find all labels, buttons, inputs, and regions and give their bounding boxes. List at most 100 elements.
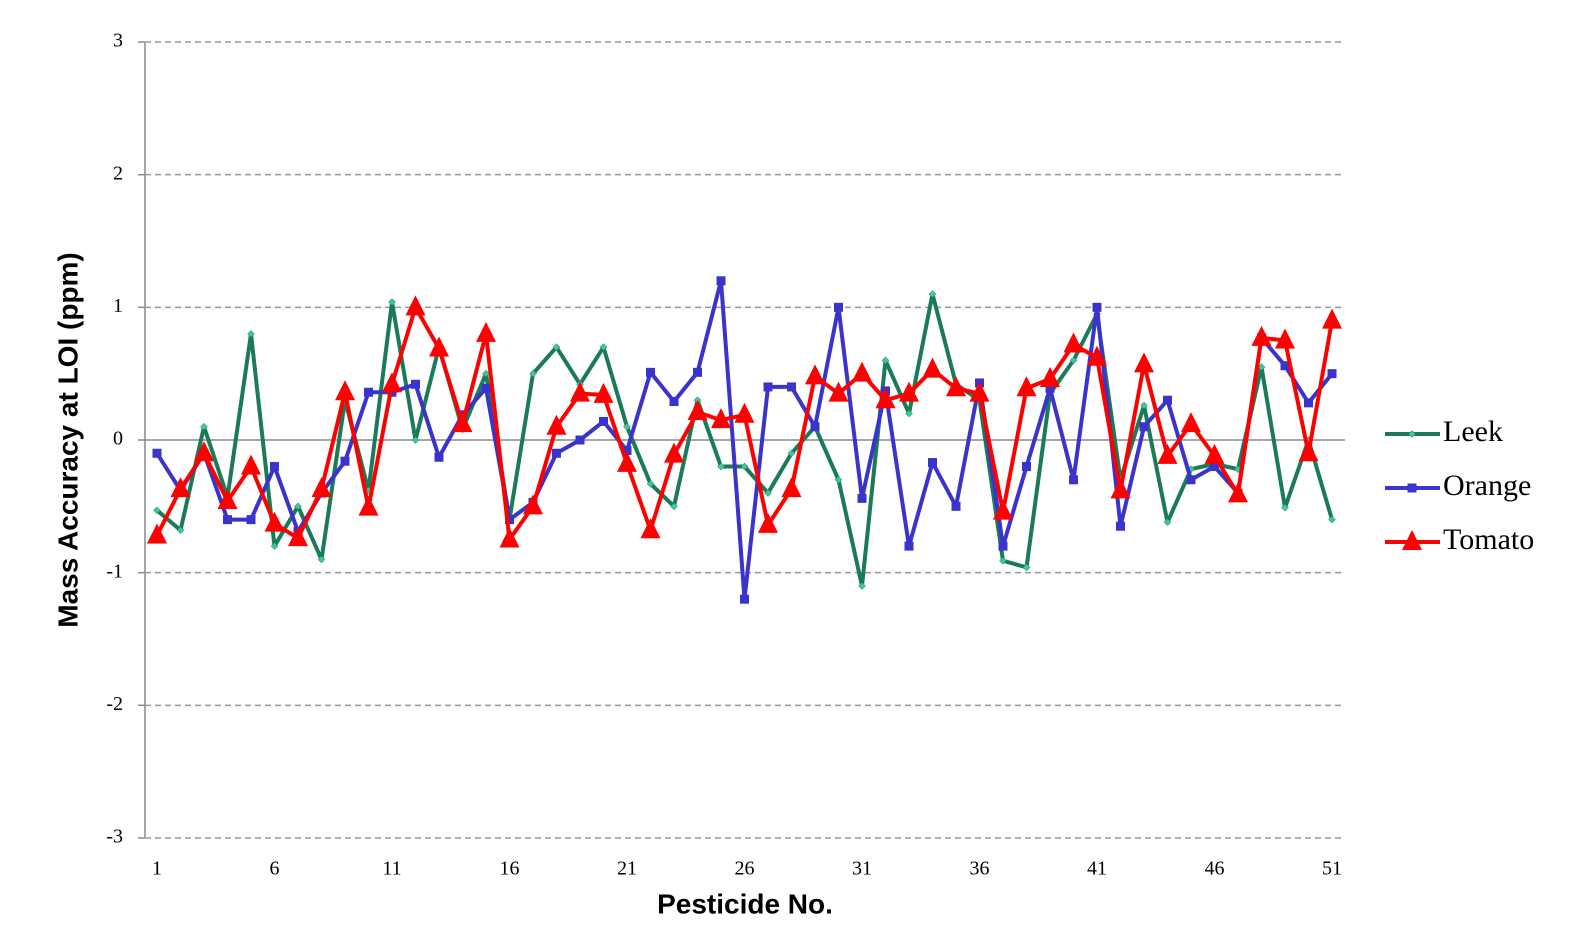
data-point (951, 501, 961, 511)
data-point (452, 412, 473, 433)
data-point (241, 454, 261, 475)
data-point (904, 541, 914, 551)
data-point (288, 526, 308, 547)
x-tick-label: 1 (152, 858, 162, 880)
data-point (546, 414, 567, 435)
x-tick-label: 6 (270, 858, 280, 880)
data-point (664, 442, 684, 463)
data-point (805, 364, 825, 385)
data-point (1163, 518, 1172, 527)
data-point (270, 542, 279, 550)
data-point (763, 382, 773, 392)
x-tick-label: 46 (1205, 858, 1225, 880)
data-point (411, 436, 420, 444)
data-point (270, 462, 279, 472)
data-point (740, 594, 749, 604)
data-point (170, 477, 191, 498)
data-point (858, 582, 866, 590)
data-point (687, 400, 708, 421)
data-point (834, 302, 843, 312)
data-point (740, 462, 749, 471)
data-point (758, 512, 778, 533)
x-tick-label: 16 (500, 858, 520, 880)
data-point (1280, 361, 1290, 371)
legend-label: Tomato (1443, 523, 1534, 556)
data-point (317, 555, 326, 564)
data-point (523, 494, 543, 515)
data-point (570, 381, 590, 402)
data-point (411, 379, 420, 389)
data-point (599, 343, 608, 351)
data-point (1016, 376, 1037, 397)
data-point (875, 388, 896, 409)
data-point (928, 458, 937, 468)
data-point (852, 361, 872, 382)
data-point (946, 376, 966, 397)
data-point (147, 523, 167, 544)
data-point (200, 422, 208, 431)
data-point (340, 456, 350, 466)
data-point (905, 409, 913, 418)
x-tick-label: 26 (735, 858, 755, 880)
legend-marker (1407, 483, 1417, 493)
data-point (1069, 356, 1078, 365)
data-point (1092, 302, 1102, 312)
data-point (734, 402, 755, 423)
data-point (1328, 515, 1336, 524)
data-point (1116, 521, 1125, 531)
x-tick-label: 31 (852, 858, 872, 880)
data-point (1110, 478, 1131, 499)
data-point (217, 489, 238, 510)
data-point (1022, 563, 1031, 572)
data-point (194, 441, 214, 462)
data-point (646, 367, 655, 377)
data-point (1275, 328, 1295, 349)
data-point (311, 477, 332, 498)
data-point (335, 380, 355, 401)
data-point (787, 449, 796, 458)
data-point (246, 515, 256, 525)
data-point (552, 343, 561, 351)
data-point (382, 372, 402, 393)
data-point (834, 475, 843, 484)
y-tick-label: -3 (106, 826, 123, 848)
data-point (223, 515, 232, 525)
data-point (599, 416, 608, 426)
data-point (998, 541, 1008, 551)
data-point (264, 511, 285, 532)
legend-label: Leek (1443, 415, 1503, 448)
data-point (828, 381, 849, 402)
data-point (928, 290, 937, 298)
x-tick-label: 36 (970, 858, 990, 880)
data-point (646, 479, 655, 488)
data-point (617, 451, 637, 472)
y-tick-label: -2 (106, 693, 123, 715)
y-tick-label: -1 (106, 560, 123, 582)
legend-marker (1408, 430, 1416, 438)
data-point (999, 556, 1007, 565)
data-point (1069, 475, 1078, 485)
x-tick-label: 21 (617, 858, 637, 880)
legend-marker (1402, 530, 1422, 550)
data-point (693, 367, 702, 377)
data-point (405, 295, 426, 316)
x-tick-label: 11 (382, 858, 401, 880)
data-point (176, 526, 185, 535)
data-point (669, 397, 679, 407)
legend-label: Orange (1443, 469, 1531, 502)
data-point (640, 518, 661, 539)
data-point (764, 489, 772, 497)
data-point (881, 356, 890, 365)
data-point (969, 381, 990, 402)
data-point (552, 448, 561, 458)
data-point (593, 382, 614, 403)
data-point (623, 422, 631, 431)
data-point (1322, 308, 1342, 329)
data-point (364, 387, 373, 397)
y-axis-title: Mass Accuracy at LOI (ppm) (52, 252, 83, 628)
data-point (358, 495, 379, 516)
data-point (1063, 332, 1084, 353)
data-point (505, 515, 514, 525)
data-point (781, 477, 802, 498)
data-point (670, 502, 678, 511)
